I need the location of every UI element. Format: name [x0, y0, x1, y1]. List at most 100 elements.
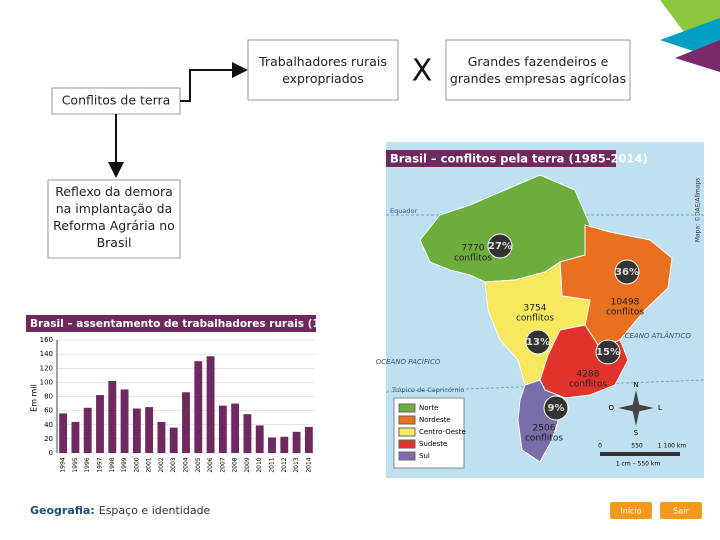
x-tick-label: 2004 [183, 457, 190, 472]
legend-label: Sudeste [419, 440, 447, 448]
x-tick-label: 1995 [72, 457, 79, 472]
region-unit: conflitos [525, 434, 563, 444]
compass: N O L S [608, 381, 662, 437]
region-share: 27% [488, 241, 512, 252]
region-conflicts: 4288 [577, 370, 600, 380]
map-title: Brasil – conflitos pela terra (1985-2014… [390, 152, 648, 166]
bar [206, 356, 215, 453]
region-sudeste [539, 324, 629, 399]
region-conflicts: 10498 [611, 298, 640, 308]
legend-label: Centro-Oeste [419, 428, 466, 436]
region-share: 9% [548, 403, 565, 414]
legend-swatch [398, 415, 416, 425]
logo [660, 0, 720, 72]
node-text-line: Reflexo da demora [55, 184, 173, 199]
x-tick-label: 2002 [158, 457, 165, 472]
map: Brasil – conflitos pela terra (1985-2014… [376, 142, 705, 478]
y-tick-label: 120 [40, 364, 53, 372]
scale-bar [600, 452, 680, 456]
legend-label: Norte [419, 404, 438, 412]
x-tick-label: 2009 [244, 457, 251, 472]
node-box [51, 87, 181, 115]
bar [255, 425, 264, 453]
credit: Mapa: ©DAE/Allmaps [695, 178, 702, 243]
bar [268, 437, 276, 453]
chart: Brasil – assentamento de trabalhadores r… [22, 308, 380, 478]
button-label[interactable]: Início [620, 507, 641, 516]
bar [59, 413, 68, 453]
y-axis-label: Em mil [30, 384, 39, 412]
region-pie [525, 329, 551, 355]
node-text-line: Brasil [97, 235, 132, 250]
button[interactable] [610, 502, 652, 519]
region-unit: conflitos [454, 254, 492, 264]
bar [218, 405, 227, 453]
scale-label: 1 100 km [658, 443, 687, 450]
region-pie [595, 339, 621, 365]
x-tick-label: 2003 [170, 457, 177, 472]
bar [169, 427, 178, 453]
button-label[interactable]: Sair [673, 507, 689, 516]
x-tick-label: 2000 [133, 457, 140, 472]
region-share: 13% [526, 337, 550, 348]
x-tick-label: 1999 [121, 457, 128, 472]
y-tick-label: 20 [44, 435, 53, 443]
y-tick-label: 100 [40, 378, 53, 386]
legend-swatch [398, 439, 416, 449]
bar [243, 414, 252, 453]
bar [96, 395, 104, 453]
bar [83, 407, 92, 453]
node-text-line: Reforma Agrária no [53, 218, 175, 233]
arrow [180, 62, 248, 102]
map-title-bar [386, 150, 616, 167]
bar [157, 421, 166, 453]
button[interactable] [660, 502, 702, 519]
x-tick-label: 1997 [97, 457, 104, 472]
x-tick-label: 2007 [219, 457, 226, 472]
legend-swatch [398, 427, 416, 437]
y-tick-label: 0 [49, 449, 53, 457]
region-pie [487, 233, 513, 259]
node-text-line: grandes empresas agrícolas [450, 71, 626, 86]
compass-label: S [634, 429, 639, 437]
node-box [445, 39, 631, 101]
node-text-line: expropriados [282, 71, 364, 86]
bar [292, 431, 301, 453]
chart-background [22, 308, 340, 478]
line-label: Equador [390, 207, 417, 215]
bar [182, 392, 190, 453]
legend-label: Sul [419, 452, 430, 460]
region-unit: conflitos [606, 308, 644, 318]
x-tick-label: 2010 [256, 457, 263, 472]
y-tick-label: 80 [44, 393, 53, 401]
y-tick-label: 160 [40, 336, 53, 344]
node-text-line: Grandes fazendeiros e [468, 54, 609, 69]
node-label: Trabalhadores rurais expropriados [258, 54, 387, 86]
x-tick-label: 1994 [60, 457, 67, 472]
scale-label: 0 [598, 443, 602, 450]
node-label: Conflitos de terra [62, 93, 171, 108]
ocean-label: OCEANO ATLÂNTICO [619, 331, 691, 340]
chart-title-bar [26, 315, 316, 332]
bar [132, 408, 141, 453]
y-tick-label: 60 [44, 407, 53, 415]
compass-label: N [633, 381, 638, 389]
bar [108, 380, 117, 453]
x-tick-label: 2012 [281, 457, 288, 472]
footer: Geografia: Espaço e identidade [30, 504, 211, 517]
chart-title: Brasil – assentamento de trabalhadores r… [30, 318, 380, 330]
bar [304, 426, 313, 453]
node-box [247, 39, 399, 101]
bar [280, 436, 289, 453]
x-tick-label: 1996 [84, 457, 91, 472]
y-tick-label: 40 [44, 421, 53, 429]
scale-label: 1 cm – 550 km [616, 461, 661, 468]
region-pie [614, 259, 640, 285]
node-text-line: Trabalhadores rurais [258, 54, 387, 69]
bar [231, 403, 240, 453]
footer-book: Espaço e identidade [99, 504, 211, 517]
x-tick-label: 2014 [305, 457, 312, 472]
region-conflicts: 3754 [524, 304, 547, 314]
compass-label: L [658, 404, 662, 412]
